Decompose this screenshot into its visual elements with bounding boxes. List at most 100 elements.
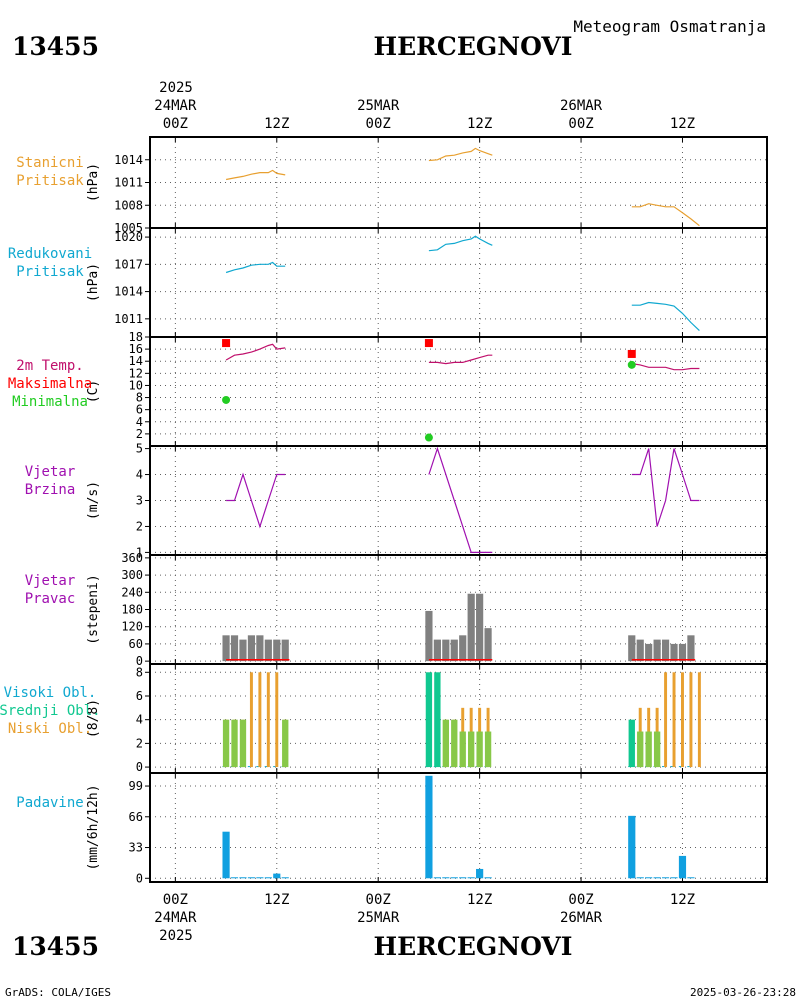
bar	[653, 639, 661, 662]
panel-label: Maksimalna	[8, 376, 92, 392]
bar	[484, 628, 492, 662]
y-axis-unit: (mm/6h/12h)	[86, 784, 101, 870]
y-tick-label: 8	[136, 391, 143, 405]
day-label-top: 24MAR	[154, 98, 197, 114]
y-tick-label: 14	[129, 354, 143, 368]
bar	[661, 877, 670, 879]
y-tick-label: 1	[136, 545, 143, 559]
y-tick-label: 4	[136, 415, 143, 429]
panel-label: Minimalna	[12, 394, 88, 410]
y-axis-unit: (C)	[86, 380, 101, 403]
panel-label: Niski Obl.	[8, 721, 92, 737]
bar	[637, 731, 644, 768]
day-label-bottom: 26MAR	[560, 910, 603, 926]
y-tick-label: 1011	[114, 176, 143, 190]
bar	[459, 635, 467, 662]
station-name-top: HERCEGNOVI	[373, 32, 572, 61]
series-line	[428, 147, 493, 162]
y-tick-label: 1014	[114, 285, 143, 299]
bar	[425, 672, 433, 768]
bar	[681, 672, 684, 768]
max-temp-marker	[627, 349, 636, 358]
panel-clouds	[222, 672, 701, 768]
y-axis-unit: (stepeni)	[86, 574, 101, 644]
y-axis-unit: (m/s)	[86, 481, 101, 520]
x-tick-label-bottom: 12Z	[670, 892, 695, 908]
bar	[678, 643, 687, 662]
series-line	[225, 169, 286, 181]
panel-label: Visoki Obl.	[4, 685, 97, 701]
y-tick-label: 0	[136, 871, 143, 885]
y-tick-label: 1020	[114, 230, 143, 244]
day-label-bottom: 25MAR	[357, 910, 400, 926]
bar	[697, 672, 701, 768]
y-tick-label: 8	[136, 665, 143, 679]
bar	[476, 593, 484, 662]
chart-subtitle: Meteogram Osmatranja	[573, 17, 766, 36]
bar	[467, 877, 475, 879]
y-tick-label: 99	[129, 779, 143, 793]
bar	[687, 877, 695, 879]
series-line	[428, 354, 493, 365]
panel-label: Padavine	[16, 795, 83, 811]
y-tick-label: 1011	[114, 312, 143, 326]
footer-credit: GrADS: COLA/IGES	[5, 986, 111, 999]
bar	[434, 672, 441, 768]
y-tick-label: 1008	[114, 198, 143, 212]
bar	[476, 731, 483, 768]
x-tick-label-bottom: 00Z	[366, 892, 391, 908]
bar	[264, 766, 268, 768]
y-tick-label: 360	[121, 551, 143, 565]
day-label-top: 26MAR	[560, 98, 603, 114]
year-label-top: 2025	[159, 80, 193, 96]
bar	[661, 639, 670, 662]
y-axis-unit: (hPa)	[86, 263, 101, 302]
bar	[433, 877, 441, 879]
bar	[450, 639, 458, 662]
x-tick-label-top: 12Z	[670, 116, 695, 132]
bar	[664, 672, 668, 768]
station-name-bottom: HERCEGNOVI	[373, 932, 572, 961]
bar	[222, 635, 230, 662]
y-tick-label: 2	[136, 736, 143, 750]
bar	[249, 672, 253, 768]
bar	[273, 639, 281, 662]
min-temp-marker	[424, 433, 433, 442]
bar	[275, 672, 279, 768]
y-tick-label: 4	[136, 713, 143, 727]
bar	[282, 719, 289, 768]
panel-label: Pravac	[25, 591, 76, 607]
panel-label: Srednji Obl.	[0, 703, 101, 719]
panel-frame	[149, 772, 768, 883]
bar	[628, 815, 636, 879]
bar	[670, 766, 674, 768]
bar	[645, 731, 652, 768]
panel-frame	[149, 136, 768, 229]
bar	[433, 639, 441, 662]
bar	[645, 877, 653, 879]
panel-label: Vjetar	[25, 573, 76, 589]
y-tick-label: 18	[129, 330, 143, 344]
footer-timestamp: 2025-03-26-23:28	[690, 986, 796, 999]
y-tick-label: 1017	[114, 257, 143, 271]
day-label-bottom: 24MAR	[154, 910, 197, 926]
x-tick-label-bottom: 00Z	[163, 892, 188, 908]
panel-reduced_pressure	[225, 235, 700, 332]
y-tick-label: 0	[136, 760, 143, 774]
bar	[687, 635, 695, 662]
bar	[661, 766, 665, 768]
panel-precipitation	[222, 775, 695, 879]
panel-station_pressure	[225, 147, 700, 227]
panel-label: Pritisak	[16, 264, 84, 280]
bar	[264, 639, 272, 662]
x-tick-label-bottom: 00Z	[568, 892, 593, 908]
bar	[273, 873, 281, 879]
series-line	[225, 343, 286, 361]
bar	[636, 639, 644, 662]
series-line	[631, 448, 700, 527]
bar	[256, 877, 264, 879]
panel-wind_direction	[222, 593, 696, 662]
y-tick-label: 1014	[114, 153, 143, 167]
series-line	[428, 446, 493, 554]
bar	[247, 877, 256, 879]
